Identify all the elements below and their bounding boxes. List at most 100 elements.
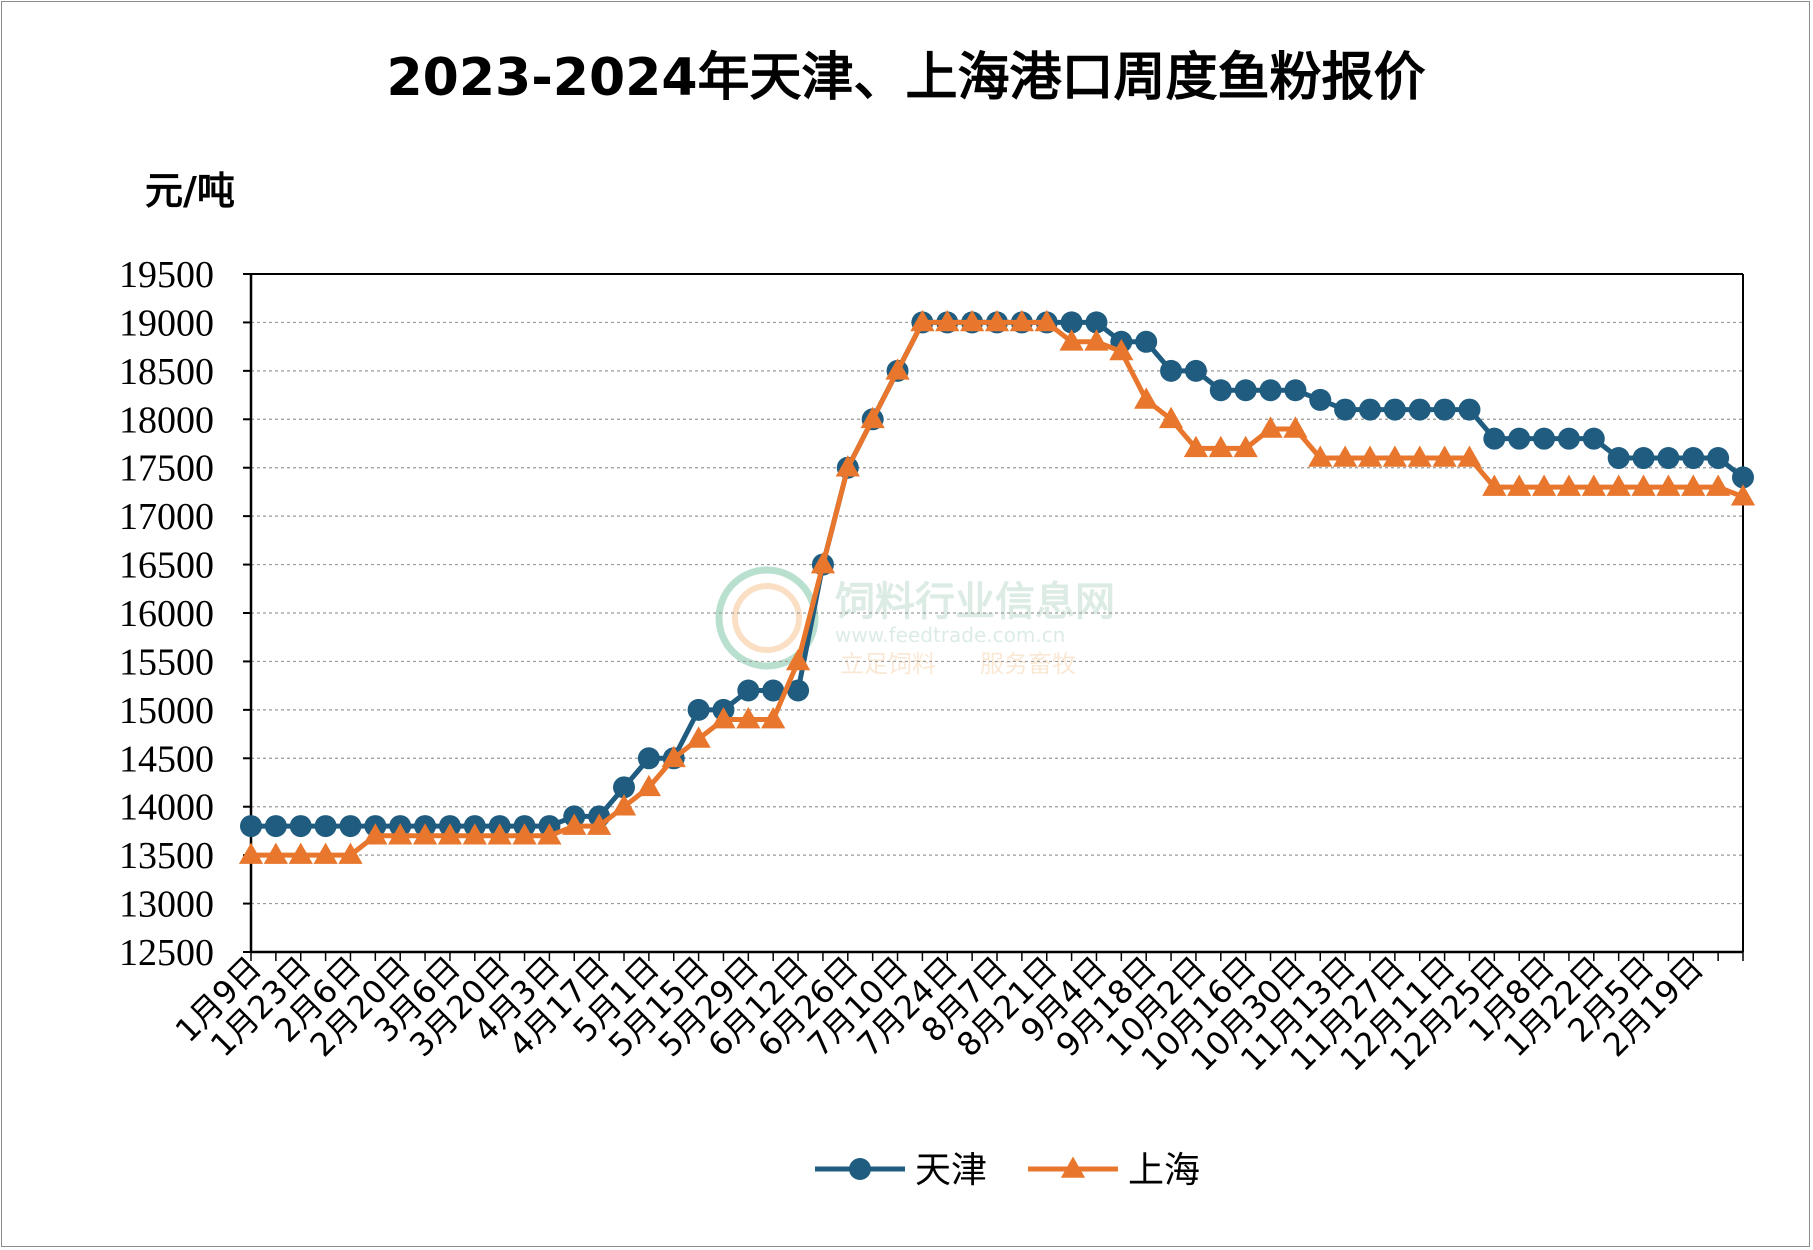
watermark-logo-inner-icon — [732, 583, 802, 653]
data-point — [1730, 484, 1756, 506]
data-point — [1732, 466, 1754, 489]
data-point — [1308, 445, 1333, 467]
data-point — [1233, 435, 1258, 458]
data-point — [686, 726, 711, 748]
data-point — [1135, 330, 1158, 353]
series-line — [251, 319, 1745, 829]
chart-title: 2023-2024年天津、上海港口周度鱼粉报价 — [386, 48, 1425, 108]
data-point — [1258, 416, 1283, 438]
data-point — [1556, 474, 1582, 496]
data-point — [737, 679, 760, 702]
data-point — [1707, 447, 1730, 470]
data-point — [1458, 398, 1481, 421]
data-point — [1085, 311, 1108, 334]
legend-marker — [849, 1158, 871, 1180]
data-point — [1681, 474, 1706, 496]
data-point — [787, 679, 810, 702]
data-point — [1607, 447, 1630, 470]
series-2 — [238, 309, 1756, 864]
data-point — [1109, 338, 1134, 361]
data-point — [1533, 427, 1556, 450]
data-point — [1507, 474, 1532, 496]
data-point — [1631, 474, 1656, 496]
data-point — [487, 823, 512, 845]
data-point — [339, 815, 362, 838]
data-point — [1432, 445, 1457, 467]
data-point — [661, 745, 686, 768]
data-point — [314, 815, 337, 838]
data-point — [1433, 398, 1456, 421]
data-point — [1382, 445, 1407, 467]
data-point — [512, 823, 537, 845]
y-tick-label: 18500 — [119, 351, 214, 393]
y-tick-label: 17000 — [119, 496, 214, 538]
y-tick-label: 16000 — [119, 593, 214, 635]
data-point — [289, 815, 312, 838]
data-point — [1482, 474, 1507, 496]
y-tick-label: 12500 — [119, 932, 214, 974]
data-point — [1632, 447, 1655, 470]
y-tick-label: 15000 — [119, 690, 214, 732]
data-point — [860, 406, 885, 429]
data-point — [1060, 311, 1083, 334]
data-point — [1234, 379, 1257, 402]
data-point — [1581, 474, 1606, 496]
data-point — [1357, 445, 1383, 467]
data-point — [288, 842, 313, 864]
y-tick-label: 17500 — [119, 448, 214, 490]
watermark-name: 饲料行业信息网 — [835, 579, 1115, 625]
data-point — [1606, 474, 1631, 496]
data-point — [587, 813, 612, 835]
data-point — [613, 776, 635, 799]
data-point — [1334, 398, 1357, 421]
watermark-slogan-left: 立足饲料 — [840, 650, 936, 678]
watermark-url: www.feedtrade.com.cn — [835, 623, 1065, 647]
data-point — [437, 823, 463, 845]
data-point — [1531, 474, 1557, 496]
data-point — [1160, 359, 1183, 382]
data-point — [388, 823, 413, 845]
legend: 天津 上海 — [815, 1150, 1200, 1191]
data-point — [263, 842, 288, 864]
data-point — [562, 813, 587, 835]
data-point — [1383, 398, 1406, 421]
data-point — [1034, 309, 1059, 332]
legend-item-1: 天津 — [815, 1150, 987, 1191]
data-point — [1309, 388, 1332, 411]
legend-label: 上海 — [1128, 1150, 1200, 1191]
grid-lines — [251, 273, 1743, 905]
data-point — [711, 707, 736, 729]
data-point — [338, 842, 363, 864]
watermark-logo-icon — [715, 566, 819, 670]
data-point — [785, 648, 811, 671]
data-point — [1508, 427, 1531, 450]
data-point — [1183, 435, 1209, 458]
data-point — [835, 455, 860, 477]
data-point — [1657, 447, 1680, 470]
data-point — [238, 842, 264, 864]
y-tick-label: 14500 — [119, 738, 214, 780]
data-point — [462, 823, 487, 845]
data-point — [1184, 359, 1207, 382]
y-tick-label: 13000 — [119, 884, 214, 926]
legend-marker — [1060, 1156, 1086, 1178]
data-point — [313, 842, 338, 864]
data-point — [1158, 406, 1184, 429]
y-axis-unit-label: 元/吨 — [145, 169, 235, 213]
data-point — [1209, 379, 1232, 402]
data-point — [762, 679, 785, 702]
data-point — [910, 309, 935, 332]
data-point — [1557, 427, 1580, 450]
data-point — [1656, 474, 1681, 496]
data-point — [736, 707, 761, 729]
data-point — [1682, 447, 1705, 470]
data-point — [1483, 427, 1506, 450]
data-point — [611, 794, 637, 816]
data-point — [363, 823, 388, 845]
data-point — [1283, 416, 1308, 438]
data-point — [240, 815, 262, 838]
data-point — [1582, 427, 1605, 450]
data-point — [637, 747, 660, 770]
